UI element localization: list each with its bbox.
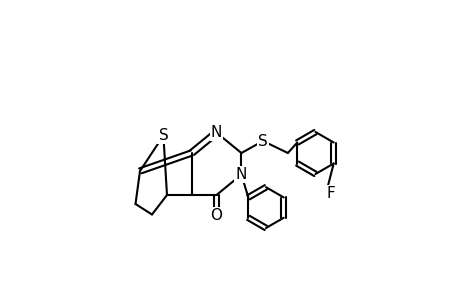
Text: S: S (257, 134, 267, 148)
Text: N: N (210, 125, 222, 140)
Text: F: F (325, 186, 334, 201)
Text: O: O (210, 208, 222, 224)
Text: S: S (158, 128, 168, 143)
Text: N: N (235, 167, 246, 182)
